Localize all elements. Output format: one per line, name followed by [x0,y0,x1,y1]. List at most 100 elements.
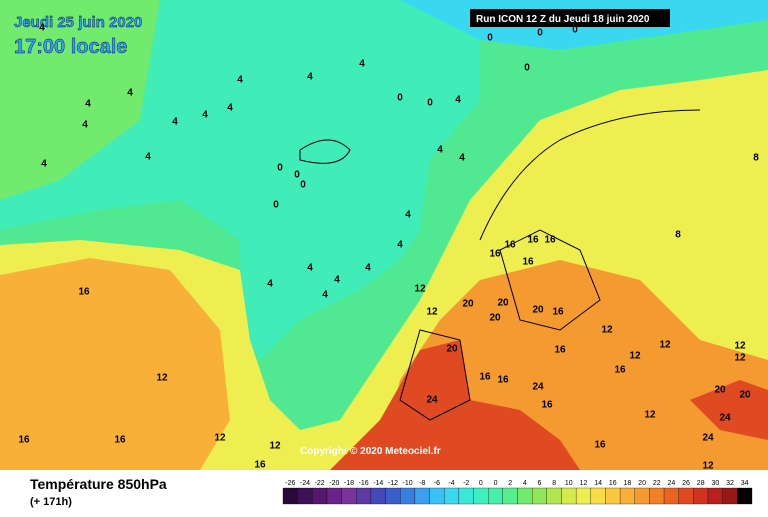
footer-lead: (+ 171h) [30,496,72,508]
contour-label: 4 [85,99,91,110]
legend-swatch [722,487,738,505]
legend-swatch [312,487,328,505]
legend-swatch [649,487,665,505]
legend-label: -10 [403,480,413,487]
contour-label: 12 [734,341,746,352]
contour-label: 12 [269,441,281,452]
contour-label: 4 [127,88,133,99]
legend-swatch [663,487,679,505]
contour-label: 4 [307,263,313,274]
contour-label: 16 [254,460,266,471]
legend-label: 14 [594,480,602,487]
contour-label: 0 [294,170,300,181]
legend-label: -2 [463,480,469,487]
contour-label: 12 [702,461,714,472]
contour-label: 24 [719,413,731,424]
contour-label: 0 [277,163,283,174]
contour-label: 24 [426,395,438,406]
legend-label: 8 [552,480,556,487]
legend-label: -12 [388,480,398,487]
contour-label: 12 [659,340,671,351]
contour-label: 12 [426,307,438,318]
contour-label: 16 [594,440,606,451]
contour-label: 20 [489,313,501,324]
contour-label: 0 [273,200,279,211]
legend-swatch [488,487,503,505]
contour-label: 0 [427,98,433,109]
legend-swatch [502,487,518,505]
contour-label: 4 [39,23,45,34]
legend-label: 0 [494,480,498,487]
contour-label: 4 [267,279,273,290]
contour-label: 16 [552,307,564,318]
green-area [0,0,160,200]
legend-swatch [297,487,313,505]
legend-label: -18 [344,480,354,487]
legend-swatch [444,487,460,505]
legend-label: 26 [682,480,690,487]
contour-label: 8 [675,230,681,241]
contour-label: 0 [572,25,578,36]
contour-label: 4 [455,95,461,106]
contour-label: 20 [739,390,751,401]
legend-label: -6 [434,480,440,487]
contour-label: 4 [437,145,443,156]
very-hot-area [690,380,768,440]
contour-label: 0 [487,33,493,44]
copyright: Copyright © 2020 Meteociel.fr [300,446,441,457]
legend-label: 2 [508,480,512,487]
legend-label: -16 [359,480,369,487]
legend-swatch [678,487,694,505]
contour-label: 16 [78,287,90,298]
legend-swatch [356,487,372,505]
legend-swatch [517,487,533,505]
orange-area [0,258,230,470]
legend-swatch [385,487,401,505]
legend-label: -8 [419,480,425,487]
contour-label: 16 [527,235,539,246]
legend-swatch [282,487,298,505]
contour-label: 0 [524,63,530,74]
contour-label: 4 [459,153,465,164]
contour-label: 4 [41,159,47,170]
legend-label: -14 [373,480,383,487]
contour-label: 4 [397,240,403,251]
legend-label: 28 [697,480,705,487]
contour-label: 4 [307,72,313,83]
contour-label: 0 [300,180,306,191]
contour-label: 12 [414,284,426,295]
legend-swatch [414,487,430,505]
legend-label: 32 [726,480,734,487]
contour-label: 4 [359,59,365,70]
contour-label: 4 [172,117,178,128]
contour-label: 16 [497,375,509,386]
legend-swatch [400,487,416,505]
contour-label: 24 [702,433,714,444]
contour-label: 12 [629,351,641,362]
legend-swatch [458,487,474,505]
contour-label: 4 [405,210,411,221]
contour-label: 0 [397,93,403,104]
legend-swatch [575,487,591,505]
legend-swatch [429,487,445,505]
contour-label: 16 [114,435,126,446]
contour-label: 4 [322,290,328,301]
contour-label: 12 [601,325,613,336]
contour-label: 4 [334,275,340,286]
contour-label: 20 [462,299,474,310]
legend-label: 16 [609,480,617,487]
legend-swatch [590,487,606,505]
legend-swatch [532,487,547,505]
contour-label: 4 [227,103,233,114]
contour-label: 12 [214,433,226,444]
contour-label: 20 [446,344,458,355]
forecast-time: 17:00 locale [14,36,127,58]
legend-label: -4 [448,480,454,487]
legend-swatch [707,487,723,505]
legend-swatch [737,487,753,505]
legend-swatch [370,487,386,505]
legend-swatch [634,487,650,505]
contour-label: 20 [532,305,544,316]
